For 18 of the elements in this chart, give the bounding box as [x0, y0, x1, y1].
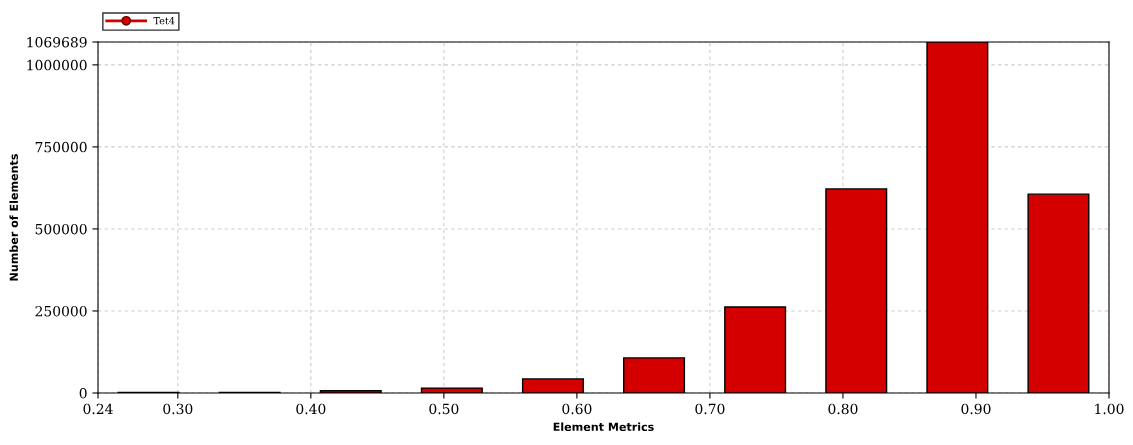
y-tick-label: 1000000 — [27, 59, 87, 71]
x-axis-title: Element Metrics — [553, 422, 654, 432]
y-tick-label: 750000 — [35, 141, 87, 153]
y-axis-title: Number of Elements — [9, 154, 19, 281]
y-tick-label: 500000 — [35, 223, 87, 235]
y-tick-label: 250000 — [35, 305, 87, 317]
y-tick-label: 0 — [79, 387, 87, 399]
x-tick-label: 0.24 — [83, 403, 113, 415]
x-tick-label: 0.80 — [828, 403, 858, 415]
x-tick-label: 0.60 — [562, 403, 592, 415]
y-tick-label: 1069689 — [27, 36, 87, 48]
x-tick-label: 0.50 — [429, 403, 459, 415]
x-tick-label: 0.90 — [961, 403, 991, 415]
x-tick-label: 0.30 — [163, 403, 193, 415]
x-tick-label: 0.70 — [695, 403, 725, 415]
x-tick-label: 0.40 — [296, 403, 326, 415]
x-tick-label: 1.00 — [1095, 403, 1124, 415]
legend-label: Tet4 — [153, 16, 175, 25]
